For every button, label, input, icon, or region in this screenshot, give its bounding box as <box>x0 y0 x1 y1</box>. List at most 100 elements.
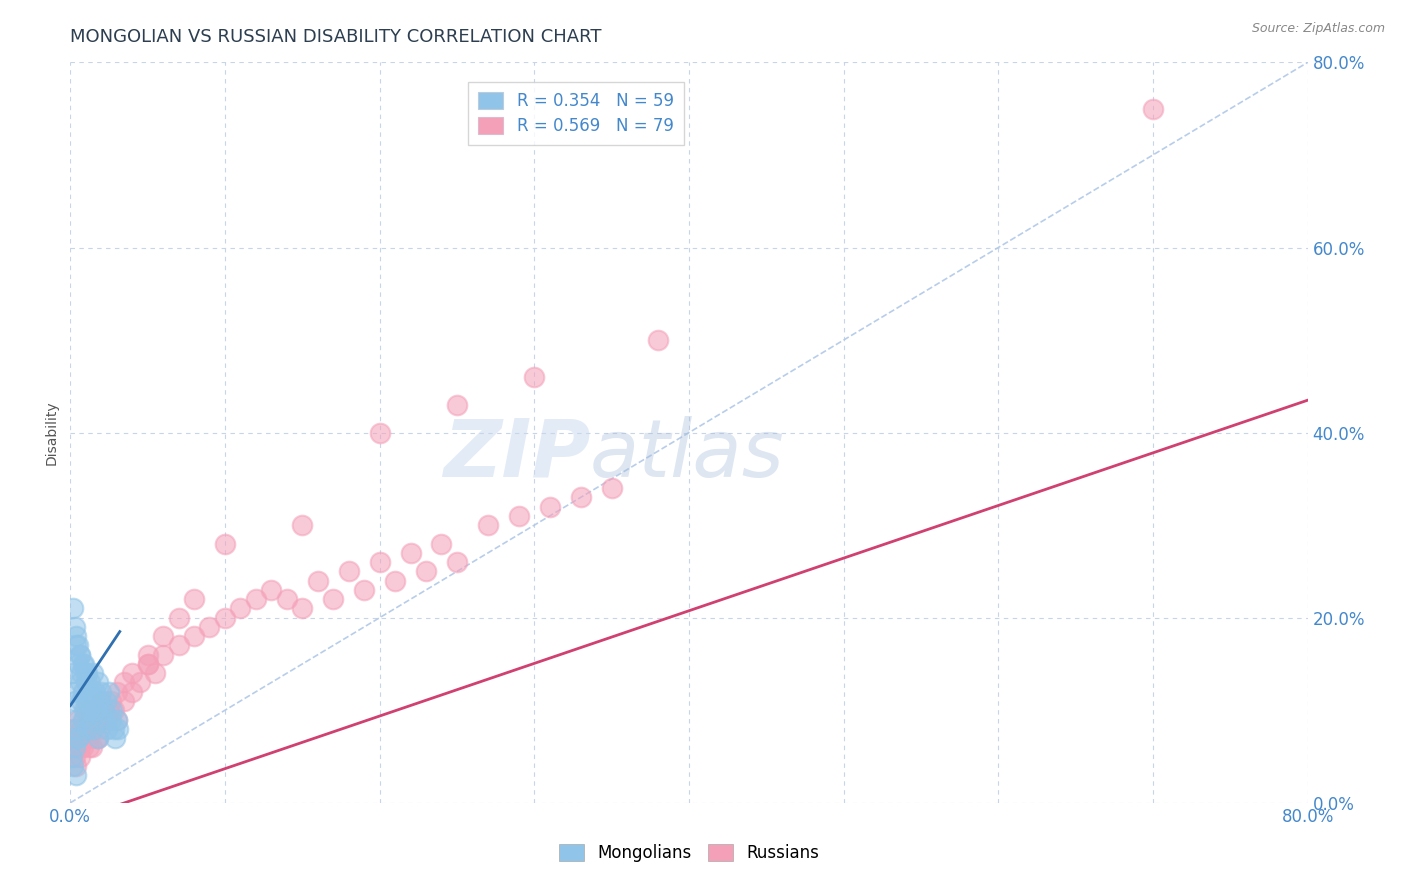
Point <box>100 713 122 727</box>
Point <box>73 713 96 727</box>
Point <box>89 722 111 736</box>
Text: Source: ZipAtlas.com: Source: ZipAtlas.com <box>1251 22 1385 36</box>
Point <box>69 648 91 662</box>
Point <box>75 694 97 708</box>
Point <box>75 675 97 690</box>
Point <box>89 694 111 708</box>
Point <box>87 675 110 690</box>
Legend: Mongolians, Russians: Mongolians, Russians <box>553 837 825 869</box>
Point <box>80 694 103 708</box>
Point <box>322 592 344 607</box>
Point <box>353 582 375 597</box>
Point <box>93 703 115 717</box>
Point <box>72 713 94 727</box>
Point <box>569 491 592 505</box>
Point <box>93 703 115 717</box>
Point <box>73 703 96 717</box>
Point <box>69 740 91 755</box>
Point <box>79 713 101 727</box>
Point <box>72 731 94 745</box>
Point <box>76 722 98 736</box>
Point <box>65 629 87 643</box>
Point <box>384 574 406 588</box>
Point <box>87 713 110 727</box>
Point <box>67 731 90 745</box>
Point <box>136 657 159 671</box>
Point <box>100 694 122 708</box>
Point <box>107 722 129 736</box>
Point <box>104 731 127 745</box>
Point <box>80 694 103 708</box>
Point <box>229 601 252 615</box>
Point <box>60 740 83 755</box>
Point <box>87 731 110 745</box>
Point <box>96 713 118 727</box>
Point <box>214 536 236 550</box>
Point <box>214 610 236 624</box>
Point <box>446 398 468 412</box>
Point <box>70 722 93 736</box>
Point <box>1142 102 1164 116</box>
Point <box>84 703 107 717</box>
Point <box>152 648 174 662</box>
Point <box>477 518 499 533</box>
Point <box>114 675 135 690</box>
Point <box>72 657 94 671</box>
Point <box>145 666 166 681</box>
Point <box>90 694 112 708</box>
Point <box>67 657 90 671</box>
Y-axis label: Disability: Disability <box>45 401 59 465</box>
Point <box>69 675 91 690</box>
Point <box>70 694 93 708</box>
Point <box>105 713 128 727</box>
Point <box>91 713 114 727</box>
Point <box>291 518 314 533</box>
Point <box>82 666 105 681</box>
Point <box>198 620 221 634</box>
Text: MONGOLIAN VS RUSSIAN DISABILITY CORRELATION CHART: MONGOLIAN VS RUSSIAN DISABILITY CORRELAT… <box>70 28 602 45</box>
Point <box>65 768 87 782</box>
Point <box>75 703 97 717</box>
Point <box>167 610 190 624</box>
Point <box>105 713 128 727</box>
Point <box>167 639 190 653</box>
Point <box>152 629 174 643</box>
Point <box>72 740 94 755</box>
Point <box>136 648 159 662</box>
Point <box>87 731 110 745</box>
Point <box>136 657 159 671</box>
Point <box>90 713 112 727</box>
Point <box>260 582 283 597</box>
Point <box>65 639 87 653</box>
Point <box>129 675 152 690</box>
Point <box>415 565 437 579</box>
Point <box>65 731 87 745</box>
Point <box>121 666 143 681</box>
Point <box>430 536 453 550</box>
Point <box>105 685 128 699</box>
Point <box>103 722 125 736</box>
Point <box>84 703 107 717</box>
Point <box>98 685 120 699</box>
Point <box>77 685 100 699</box>
Point <box>94 694 117 708</box>
Point <box>77 685 100 699</box>
Point <box>90 685 112 699</box>
Point <box>63 749 86 764</box>
Point <box>647 333 669 347</box>
Point <box>79 675 101 690</box>
Point <box>65 722 87 736</box>
Point <box>183 629 205 643</box>
Point <box>63 620 86 634</box>
Point <box>72 685 94 699</box>
Point <box>69 648 91 662</box>
Point <box>76 666 98 681</box>
Point <box>183 592 205 607</box>
Point <box>63 740 86 755</box>
Point <box>84 685 107 699</box>
Point <box>63 713 86 727</box>
Point <box>508 508 530 523</box>
Point <box>96 722 118 736</box>
Point <box>79 713 101 727</box>
Point <box>67 639 90 653</box>
